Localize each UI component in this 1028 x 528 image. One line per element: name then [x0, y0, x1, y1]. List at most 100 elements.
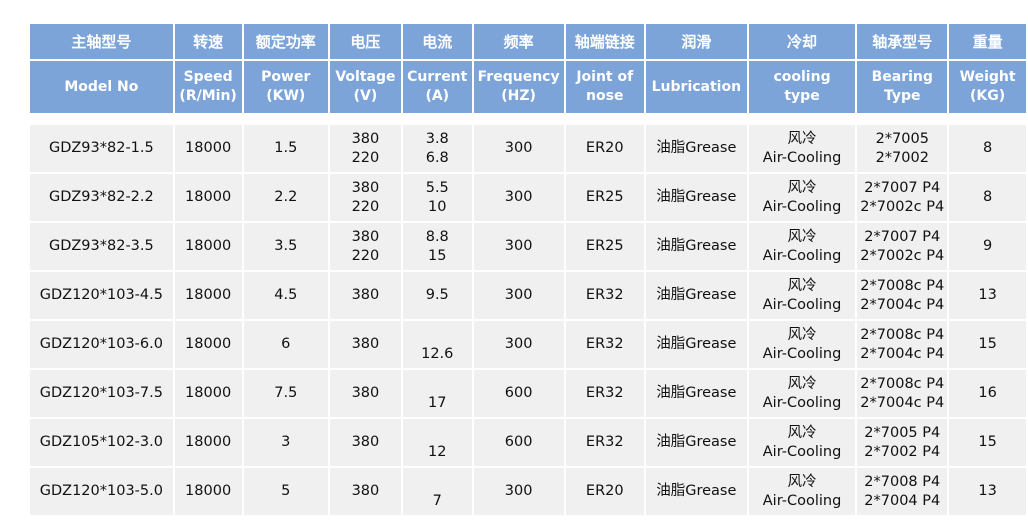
column-header-en-line: (R/Min): [179, 88, 237, 104]
column-header-en-line: Frequency: [477, 69, 560, 85]
column-header-en: cooling type: [748, 61, 856, 113]
cooling-cell-line: Air-Cooling: [762, 296, 842, 313]
current-cell: 5.5 10: [402, 174, 472, 221]
model-cell: GDZ93*82-1.5: [30, 125, 173, 172]
column-header-en: Power (KW): [243, 61, 328, 113]
column-header-en: Current (A): [402, 61, 472, 113]
column-header-en: Joint of nose: [565, 61, 644, 113]
column-header-en-line: Weight: [959, 69, 1016, 85]
column-header-cn: 润滑: [645, 24, 747, 59]
model-cell: GDZ93*82-3.5: [30, 223, 173, 270]
bearing-cell: 2*7008c P4 2*7004c P4: [857, 321, 948, 368]
lubrication-cell: 油脂Grease: [645, 223, 747, 270]
cooling-cell: 风冷 Air-Cooling: [748, 321, 856, 368]
model-cell: GDZ120*103-5.0: [30, 468, 173, 515]
column-header-en-line: Type: [884, 88, 921, 104]
current-cell: 9.5: [402, 272, 472, 319]
lubrication-cell: 油脂Grease: [645, 468, 747, 515]
column-header-en-line: Model No: [64, 78, 139, 95]
frequency-cell: 300: [473, 223, 564, 270]
bearing-cell-line: 2*7008c P4: [860, 326, 945, 343]
voltage-cell: 380 220: [330, 223, 401, 270]
joint-cell: ER25: [565, 174, 644, 221]
voltage-cell: 380: [330, 370, 401, 417]
joint-cell: ER32: [565, 272, 644, 319]
speed-cell: 18000: [174, 370, 242, 417]
column-header-en: Model No: [30, 61, 173, 113]
lubrication-cell: 油脂Grease: [645, 125, 747, 172]
voltage-cell-line: 380: [351, 336, 380, 352]
cooling-cell-line: Air-Cooling: [762, 198, 842, 215]
column-header-en-line: cooling: [773, 69, 831, 85]
lubrication-cell: 油脂Grease: [645, 321, 747, 368]
bearing-cell-line: 2*7007 P4: [864, 179, 941, 196]
current-cell-line: 10: [428, 198, 447, 215]
voltage-cell: 380: [330, 419, 401, 466]
cooling-cell-line: 风冷: [787, 473, 817, 490]
power-cell: 5: [243, 468, 328, 515]
column-header-en-line: Speed: [183, 69, 233, 85]
cooling-cell-line: Air-Cooling: [762, 443, 842, 460]
frequency-cell: 300: [473, 468, 564, 515]
bearing-cell-line: 2*7008c P4: [860, 375, 945, 392]
lubrication-cell: 油脂Grease: [645, 174, 747, 221]
voltage-cell: 380: [330, 272, 401, 319]
voltage-cell: 380 220: [330, 174, 401, 221]
speed-cell: 18000: [174, 125, 242, 172]
joint-cell: ER20: [565, 468, 644, 515]
cooling-cell-line: 风冷: [787, 424, 817, 441]
speed-cell: 18000: [174, 174, 242, 221]
voltage-cell-line: 380: [351, 130, 380, 147]
current-cell-line: 12: [428, 444, 447, 460]
cooling-cell-line: 风冷: [787, 228, 817, 245]
voltage-cell-line: 220: [351, 198, 380, 215]
model-cell: GDZ105*102-3.0: [30, 419, 173, 466]
power-cell: 4.5: [243, 272, 328, 319]
joint-cell: ER32: [565, 321, 644, 368]
speed-cell: 18000: [174, 468, 242, 515]
cooling-cell-line: Air-Cooling: [762, 149, 842, 166]
current-cell: 3.8 6.8: [402, 125, 472, 172]
cooling-cell-line: Air-Cooling: [762, 247, 842, 264]
model-cell: GDZ93*82-2.2: [30, 174, 173, 221]
column-header-cn: 主轴型号: [30, 24, 173, 59]
current-cell-line: 6.8: [425, 149, 449, 166]
weight-cell: 8: [949, 125, 1026, 172]
column-header-en: Bearing Type: [857, 61, 948, 113]
joint-cell: ER20: [565, 125, 644, 172]
column-header-en-line: Power: [261, 69, 311, 85]
weight-cell: 13: [949, 272, 1026, 319]
column-header-cn: 额定功率: [243, 24, 328, 59]
column-header-en-line: (KG): [970, 88, 1006, 104]
column-header-en-line: (V): [353, 88, 378, 104]
column-header-en-line: Joint of: [576, 69, 634, 85]
speed-cell: 18000: [174, 321, 242, 368]
cooling-cell-line: Air-Cooling: [762, 345, 842, 362]
power-cell: 3: [243, 419, 328, 466]
table-row: GDZ120*103-5.0 18000 5 380 7 300 ER20 油脂Grease 风…: [30, 468, 1026, 515]
bearing-cell-line: 2*7002 P4: [864, 443, 941, 460]
column-header-cn: 重量: [949, 24, 1026, 59]
bearing-cell-line: 2*7004c P4: [860, 296, 945, 313]
column-header-cn: 电压: [330, 24, 401, 59]
bearing-cell-line: 2*7002c P4: [860, 247, 945, 264]
bearing-cell-line: 2*7004 P4: [864, 492, 941, 509]
column-header-en: Lubrication: [645, 61, 747, 113]
column-header-en-line: nose: [586, 88, 624, 104]
column-header-cn: 冷却: [748, 24, 856, 59]
column-header-cn: 转速: [174, 24, 242, 59]
current-cell-line: 9.5: [425, 287, 449, 303]
column-header-en: Speed (R/Min): [174, 61, 242, 113]
cooling-cell-line: 风冷: [787, 326, 817, 343]
power-cell: 3.5: [243, 223, 328, 270]
bearing-cell-line: 2*7008 P4: [864, 473, 941, 490]
model-cell: GDZ120*103-4.5: [30, 272, 173, 319]
model-cell: GDZ120*103-7.5: [30, 370, 173, 417]
bearing-cell-line: 2*7005: [875, 130, 929, 147]
table-row: GDZ93*82-1.5 18000 1.5 380 220 3.8 6.8 300 ER20 油…: [30, 125, 1026, 172]
cooling-cell: 风冷 Air-Cooling: [748, 468, 856, 515]
bearing-cell-line: 2*7007 P4: [864, 228, 941, 245]
column-header-en-line: (A): [425, 88, 450, 104]
power-cell: 6: [243, 321, 328, 368]
bearing-cell-line: 2*7004c P4: [860, 394, 945, 411]
